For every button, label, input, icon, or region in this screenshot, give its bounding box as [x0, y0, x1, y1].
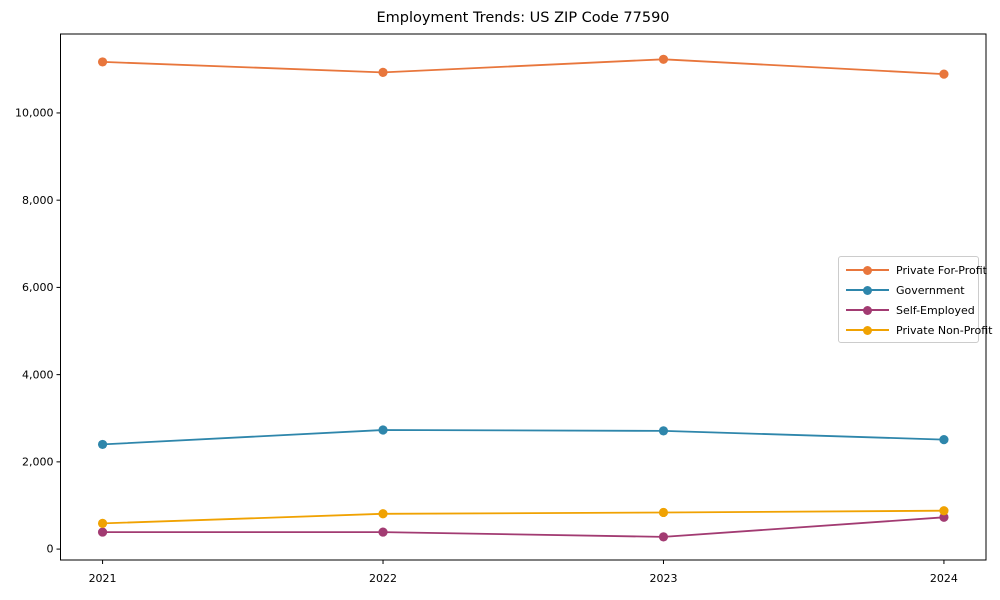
data-point-self-employed [939, 512, 949, 522]
data-point-government [97, 439, 108, 450]
y-tick-label: 6,000 [22, 281, 54, 294]
data-point-private-non-profit [658, 507, 669, 518]
x-tick-label: 2021 [89, 572, 117, 585]
legend-item-private-for-profit: Private For-Profit [846, 260, 987, 280]
data-point-government [939, 435, 949, 445]
legend-item-label: Government [896, 283, 965, 297]
legend-item-label: Self-Employed [896, 303, 975, 317]
legend-marker-icon [846, 300, 889, 320]
chart-title: Employment Trends: US ZIP Code 77590 [376, 10, 670, 26]
data-point-government [658, 426, 669, 436]
x-tick-label: 2023 [649, 572, 677, 585]
series-line-self-employed [101, 516, 945, 538]
x-tick-label: 2022 [369, 572, 397, 585]
y-tick-label: 2,000 [22, 455, 54, 468]
data-point-private-non-profit [378, 509, 388, 519]
data-point-self-employed [658, 532, 669, 542]
legend-marker-icon [846, 280, 889, 300]
series-line-private-non-profit [101, 509, 945, 525]
legend-marker-icon [846, 260, 889, 280]
legend-item-label: Private Non-Profit [896, 323, 993, 337]
data-point-private-for-profit [939, 69, 949, 79]
y-tick-label: 10,000 [15, 107, 54, 120]
data-point-private-for-profit [378, 67, 388, 77]
legend-item-government: Government [846, 280, 978, 300]
data-point-private-for-profit [97, 57, 108, 67]
data-point-self-employed [97, 527, 108, 537]
y-tick-label: 8,000 [22, 194, 54, 207]
series-line-government [101, 429, 945, 446]
y-tick-label: 0 [47, 543, 54, 556]
plot-border [60, 33, 987, 561]
data-point-government [378, 425, 388, 435]
legend-marker-icon [846, 320, 889, 340]
legend-item-self-employed: Self-Employed [846, 300, 978, 320]
data-point-self-employed [378, 527, 388, 537]
data-point-private-non-profit [97, 518, 108, 528]
legend: Private For-Profit Government Self-Employe… [838, 256, 992, 343]
legend-item-private-non-profit: Private Non-Profit [846, 320, 992, 340]
legend-item-label: Private For-Profit [896, 263, 987, 277]
data-point-private-for-profit [658, 54, 669, 64]
y-tick-label: 4,000 [22, 368, 54, 381]
x-tick-label: 2024 [930, 572, 958, 585]
data-point-private-non-profit [939, 506, 949, 516]
series-line-private-for-profit [101, 58, 945, 75]
